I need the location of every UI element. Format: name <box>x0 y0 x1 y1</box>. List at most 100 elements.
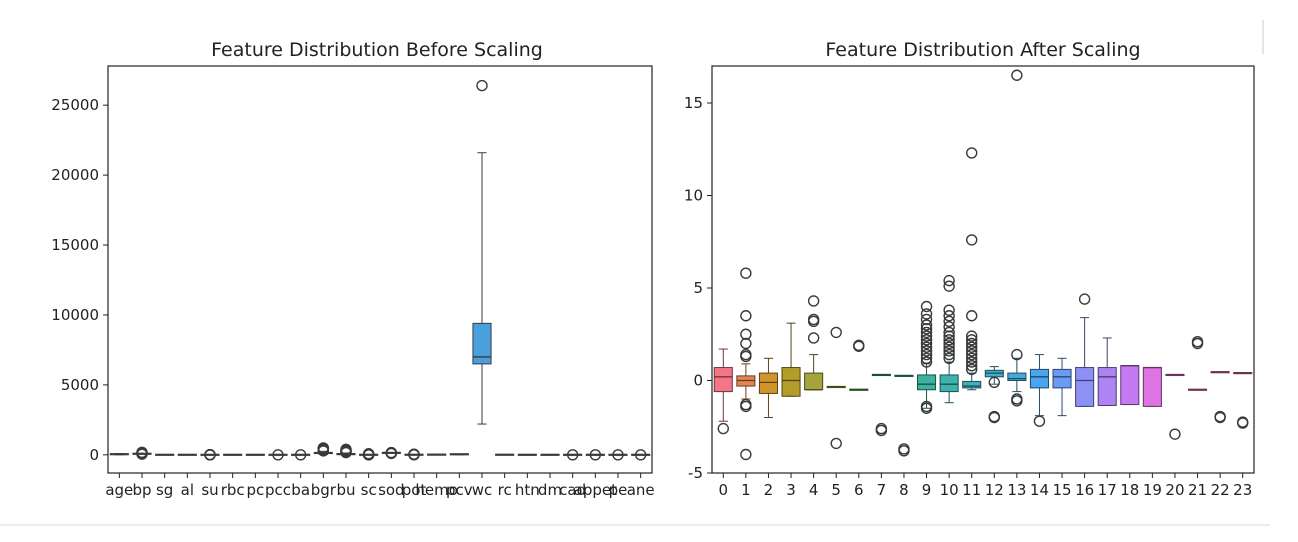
box-body <box>713 367 733 393</box>
x-tick-label: 16 <box>1075 481 1094 499</box>
chart-title-before: Feature Distribution Before Scaling <box>211 39 543 61</box>
box-bu <box>336 443 356 459</box>
box-23 <box>1233 372 1253 429</box>
x-tick-label: 23 <box>1233 481 1252 499</box>
axes-frame <box>107 65 653 474</box>
outlier-point <box>807 295 820 307</box>
outlier-point <box>612 449 624 461</box>
outlier-point <box>920 330 933 342</box>
chart-after-scaling: Feature Distribution After Scaling -5 0 5 1… <box>684 39 1255 499</box>
box-16 <box>1075 293 1095 407</box>
outlier-point <box>966 348 978 361</box>
outlier-point <box>717 422 729 435</box>
outlier-point <box>1011 393 1023 405</box>
outlier-point <box>1237 416 1249 428</box>
outlier-point <box>1214 410 1226 423</box>
x-tick-label: htn <box>515 481 540 499</box>
outlier-point <box>966 345 978 357</box>
box-22 <box>1210 371 1230 424</box>
box-sod <box>381 446 401 460</box>
box-al <box>177 453 197 456</box>
box-bp <box>132 446 152 460</box>
outlier-point <box>920 348 933 361</box>
outlier-point <box>966 337 978 350</box>
box-body <box>781 367 801 397</box>
box-13 <box>1007 69 1027 407</box>
outlier-point <box>1033 415 1046 427</box>
outlier-point <box>740 337 752 350</box>
x-tick-label: appet <box>574 481 617 499</box>
outlier-point <box>898 443 910 455</box>
outlier-point <box>740 310 752 322</box>
box-6 <box>849 339 869 391</box>
x-tick-label: dm <box>538 481 562 499</box>
outlier-point <box>362 449 375 461</box>
outlier-point <box>920 323 933 335</box>
box-rbc <box>223 453 243 456</box>
x-tick-label: rbc <box>221 481 245 499</box>
box-body <box>758 372 778 394</box>
box-body <box>804 372 824 391</box>
outlier-point <box>943 326 955 339</box>
box-su <box>200 449 220 461</box>
outlier-point <box>272 449 284 461</box>
box-body <box>1120 365 1140 406</box>
box-htn <box>517 453 537 456</box>
x-tick-label: 8 <box>899 481 909 499</box>
outlier-point <box>943 315 955 327</box>
box-17 <box>1097 337 1117 406</box>
y-tick-label: 25000 <box>51 96 99 114</box>
outlier-point <box>943 280 955 292</box>
box-pcv <box>449 453 469 456</box>
box-appet <box>585 449 605 461</box>
x-tick-label: age <box>105 481 133 499</box>
box-body <box>1097 367 1117 406</box>
y-tick-label: 5 <box>693 279 703 297</box>
x-tick-label: rc <box>498 481 512 499</box>
outlier-point <box>920 308 933 320</box>
outlier-point <box>340 446 352 459</box>
outlier-point <box>966 363 978 376</box>
box-2 <box>758 357 778 418</box>
outlier-point <box>740 328 752 340</box>
outlier-point <box>853 340 865 352</box>
x-tick-label: bu <box>336 481 355 499</box>
x-tick-label: al <box>181 481 194 499</box>
box-8 <box>894 374 914 457</box>
outlier-point <box>943 348 955 361</box>
box-pe <box>608 449 628 461</box>
x-tick-label: ane <box>627 481 655 499</box>
outlier-point <box>740 267 752 279</box>
x-tick-label: wc <box>472 481 493 499</box>
outlier-point <box>920 337 933 350</box>
x-tick-label: 5 <box>831 481 841 499</box>
x-tick-label: pcc <box>265 481 291 499</box>
outlier-point <box>920 352 933 364</box>
x-tick-label: 11 <box>962 481 981 499</box>
x-tick-label: 17 <box>1098 481 1117 499</box>
box-1 <box>736 267 756 461</box>
y-tick-label: 0 <box>693 372 703 390</box>
x-tick-label: pot <box>402 481 427 499</box>
x-tick-label: 6 <box>854 481 864 499</box>
box-body <box>1052 368 1072 389</box>
box-9 <box>917 300 937 414</box>
x-tick-label: bgr <box>311 481 337 499</box>
outlier-point <box>943 304 955 316</box>
y-tick-label: 0 <box>89 446 99 464</box>
outlier-point <box>966 334 978 346</box>
outlier-point <box>920 319 933 331</box>
outlier-point <box>920 300 933 313</box>
chart-title-after: Feature Distribution After Scaling <box>825 39 1140 61</box>
outlier-point <box>920 334 933 346</box>
outlier-point <box>943 310 955 322</box>
box-3 <box>781 322 801 397</box>
axes-frame <box>711 65 1255 474</box>
y-tick-label: 20000 <box>51 166 99 184</box>
x-tick-label: pcv <box>446 481 473 499</box>
outlier-point <box>943 321 955 333</box>
box-hemo <box>427 453 447 456</box>
outlier-point <box>966 341 978 353</box>
